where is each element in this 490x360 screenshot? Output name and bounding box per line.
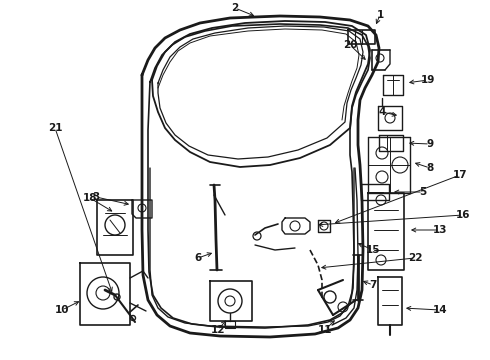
Text: 8: 8 <box>426 163 434 173</box>
Text: 4: 4 <box>378 107 386 117</box>
Text: 21: 21 <box>48 123 62 133</box>
Text: 13: 13 <box>433 225 447 235</box>
Text: 19: 19 <box>421 75 435 85</box>
Text: 22: 22 <box>408 253 422 263</box>
Text: 16: 16 <box>456 210 470 220</box>
Text: 17: 17 <box>453 170 467 180</box>
Text: 20: 20 <box>343 40 357 50</box>
Text: 1: 1 <box>376 10 384 20</box>
Text: 14: 14 <box>433 305 447 315</box>
Text: 11: 11 <box>318 325 332 335</box>
Text: 15: 15 <box>366 245 380 255</box>
Text: 6: 6 <box>195 253 201 263</box>
Text: 2: 2 <box>231 3 239 13</box>
Text: 3: 3 <box>93 192 99 202</box>
Text: 5: 5 <box>419 187 427 197</box>
Text: 7: 7 <box>369 280 377 290</box>
Text: 18: 18 <box>83 193 97 203</box>
Text: 10: 10 <box>55 305 69 315</box>
Text: 12: 12 <box>211 325 225 335</box>
Text: 9: 9 <box>426 139 434 149</box>
